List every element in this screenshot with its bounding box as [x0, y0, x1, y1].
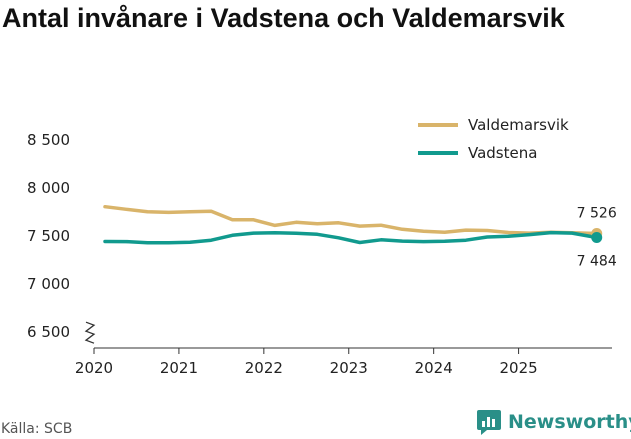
newsworthy-logo-icon — [477, 410, 501, 435]
end-label-valdemarsvik: 7 526 — [577, 205, 617, 221]
x-tick-label: 2020 — [75, 359, 113, 377]
y-tick-label: 7 000 — [27, 275, 70, 293]
y-tick-label: 6 500 — [27, 323, 70, 341]
legend-label-valdemarsvik: Valdemarsvik — [468, 116, 569, 134]
end-label-vadstena: 7 484 — [577, 254, 617, 270]
y-tick-label: 8 500 — [27, 131, 70, 149]
x-tick-label: 2021 — [160, 359, 198, 377]
end-point-vadstena — [591, 232, 603, 244]
axis-break-icon — [84, 321, 96, 344]
brand-logo: Newsworthy — [476, 408, 631, 436]
y-axis-ticks: 6 500 7 000 7 500 8 000 8 500 — [27, 131, 96, 344]
x-axis: 2020 2021 2022 2023 2024 2025 — [75, 347, 612, 377]
x-tick-label: 2024 — [415, 359, 453, 377]
series-line-vadstena — [103, 230, 599, 245]
source-note: Källa: SCB — [1, 421, 73, 437]
chart-title: Antal invånare i Vadstena och Valdemarsv… — [2, 3, 565, 33]
x-tick-label: 2025 — [499, 359, 537, 377]
series-lines — [103, 204, 603, 245]
end-labels: 7 526 7 484 — [577, 205, 617, 269]
x-tick-label: 2022 — [245, 359, 283, 377]
y-tick-label: 7 500 — [27, 227, 70, 245]
series-line-valdemarsvik — [103, 204, 599, 236]
legend-label-vadstena: Vadstena — [468, 144, 537, 162]
legend: Valdemarsvik Vadstena — [418, 116, 569, 162]
y-tick-label: 8 000 — [27, 179, 70, 197]
x-tick-label: 2023 — [330, 359, 368, 377]
brand-name: Newsworthy — [508, 411, 631, 433]
